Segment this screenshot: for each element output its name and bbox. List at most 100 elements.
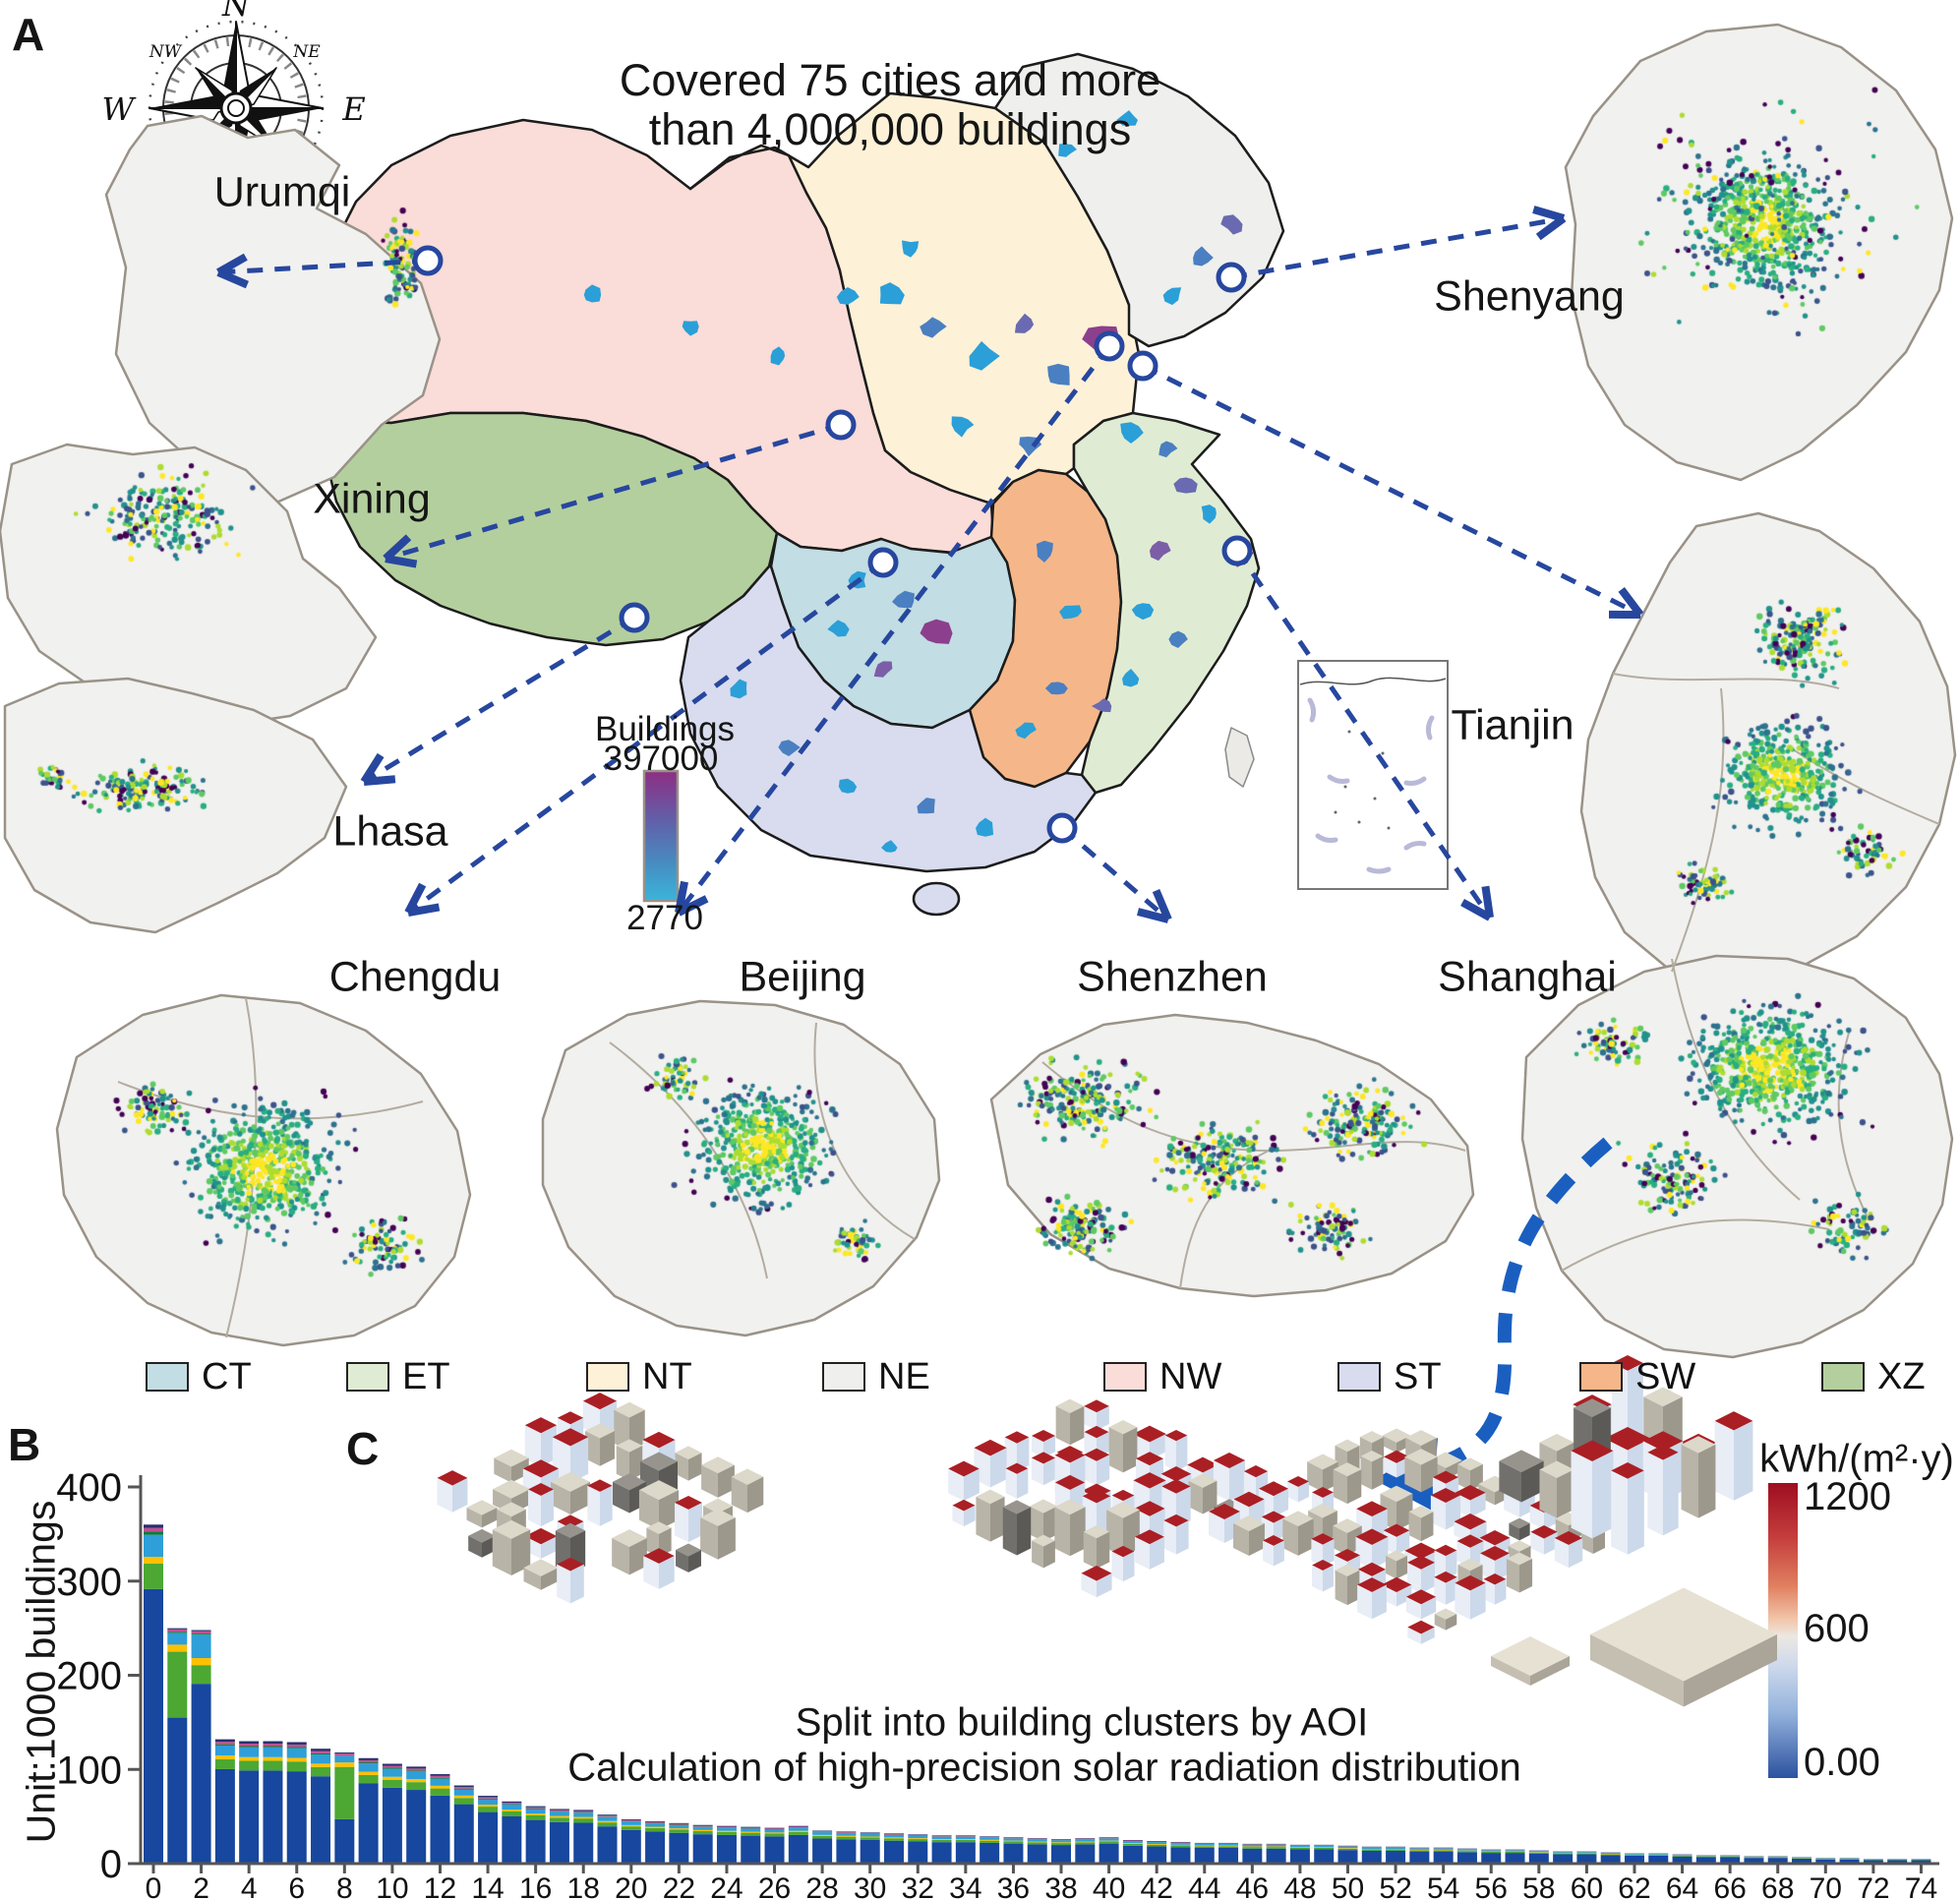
bar-segment <box>1767 1858 1788 1864</box>
bar-segment <box>812 1834 833 1836</box>
bar-segment <box>1027 1841 1047 1843</box>
bar-segment <box>1122 1843 1143 1846</box>
bar-segment <box>502 1810 522 1811</box>
city-label-shenyang: Shenyang <box>1434 272 1625 321</box>
bar-segment <box>645 1826 666 1828</box>
bar-segment <box>191 1658 211 1666</box>
x-tick-label: 60 <box>1571 1872 1603 1899</box>
bar-segment <box>621 1821 641 1825</box>
bar-segment <box>1648 1855 1669 1864</box>
bar-segment <box>1051 1843 1072 1846</box>
city-marker-shenyang <box>1216 262 1247 293</box>
bar-segment <box>167 1629 188 1632</box>
bar-segment <box>883 1840 904 1864</box>
bar-segment <box>358 1762 379 1764</box>
bar-segment <box>311 1776 331 1864</box>
bar-segment <box>764 1833 785 1837</box>
bar-segment <box>1003 1838 1024 1841</box>
bar-segment <box>1218 1845 1239 1847</box>
bar-segment <box>788 1825 808 1827</box>
bar-segment <box>883 1838 904 1841</box>
bar-segment <box>1624 1855 1644 1856</box>
legend-item-CT: CT <box>146 1356 252 1397</box>
bar-segment <box>1218 1847 1239 1864</box>
legend-code: SW <box>1635 1355 1696 1397</box>
bar-segment <box>1553 1853 1574 1855</box>
bar-segment <box>1481 1851 1502 1854</box>
bar-segment <box>334 1818 355 1864</box>
legend-swatch-ET <box>346 1362 389 1392</box>
bar-segment <box>645 1831 666 1864</box>
bar-segment <box>1218 1846 1239 1848</box>
bar-segment <box>430 1795 450 1864</box>
bar-segment <box>764 1827 785 1829</box>
bar-segment <box>836 1836 857 1840</box>
arrowhead-icon <box>360 752 385 785</box>
bar-segment <box>860 1833 880 1834</box>
bar-segment <box>478 1796 499 1798</box>
bar-segment <box>1027 1842 1047 1845</box>
legend-code: XZ <box>1877 1355 1926 1397</box>
bar-segment <box>669 1829 689 1833</box>
bar-segment <box>1481 1853 1502 1864</box>
x-tick-label: 22 <box>663 1872 695 1899</box>
bar-segment <box>621 1829 641 1864</box>
legend-swatch-NT <box>586 1362 629 1392</box>
bar-segment <box>980 1836 1000 1838</box>
bar-segment <box>931 1835 952 1837</box>
legend-item-NT: NT <box>586 1356 692 1397</box>
figure-title-line2: than 4,000,000 buildings <box>648 104 1132 154</box>
bar-segment <box>1075 1838 1096 1840</box>
bar-segment <box>955 1835 976 1837</box>
city-label-chengdu: Chengdu <box>328 953 502 1001</box>
bar-segment <box>1027 1839 1047 1842</box>
bar-segment <box>453 1788 474 1790</box>
bar-segment <box>406 1782 427 1791</box>
building-cluster-3d-3 <box>1209 1428 1605 1644</box>
bar-segment <box>1266 1844 1286 1847</box>
bar-segment <box>167 1628 188 1630</box>
bar-segment <box>358 1774 379 1784</box>
bar-segment <box>334 1755 355 1763</box>
buildings-colorbar-min: 2770 <box>626 899 703 937</box>
x-tick-label: 54 <box>1427 1872 1459 1899</box>
bar-segment <box>836 1835 857 1837</box>
x-tick-label: 12 <box>424 1872 456 1899</box>
bar-segment <box>1122 1843 1143 1844</box>
bar-segment <box>263 1744 283 1747</box>
bar-segment <box>764 1836 785 1864</box>
x-tick-label: 28 <box>805 1872 838 1899</box>
x-tick-label: 20 <box>615 1872 647 1899</box>
bar-segment <box>311 1749 331 1751</box>
bar-segment <box>1337 1850 1358 1864</box>
bar-segment <box>980 1840 1000 1843</box>
bar-segment <box>645 1823 666 1827</box>
building-cluster-3d-1 <box>437 1393 764 1604</box>
bar-segment <box>549 1811 569 1816</box>
arrowhead-icon <box>1532 206 1566 222</box>
arrowhead-icon <box>363 775 396 786</box>
bar-segment <box>1337 1846 1358 1849</box>
bar-segment <box>144 1534 163 1558</box>
bar-segment <box>1553 1854 1574 1864</box>
bar-segment <box>1386 1849 1406 1851</box>
bar-segment <box>1194 1843 1215 1846</box>
bar-segment <box>788 1830 808 1832</box>
x-tick-label: 10 <box>376 1872 408 1899</box>
bar-segment <box>239 1744 260 1747</box>
bar-segment <box>358 1757 379 1760</box>
bar-segment <box>239 1770 260 1864</box>
bar-segment <box>1337 1848 1358 1849</box>
bar-segment <box>1242 1847 1263 1849</box>
bar-segment <box>1767 1857 1788 1859</box>
caption-line2: Calculation of high-precision solar radi… <box>567 1746 1521 1790</box>
legend-item-SW: SW <box>1579 1355 1696 1397</box>
x-tick-label: 26 <box>758 1872 791 1899</box>
arrowhead-icon <box>1618 587 1644 618</box>
city-marker-beijing <box>1094 330 1125 362</box>
arrowhead-icon <box>1481 885 1494 919</box>
solar-colorbar-mid: 600 <box>1804 1607 1870 1650</box>
bar-segment <box>597 1820 618 1823</box>
